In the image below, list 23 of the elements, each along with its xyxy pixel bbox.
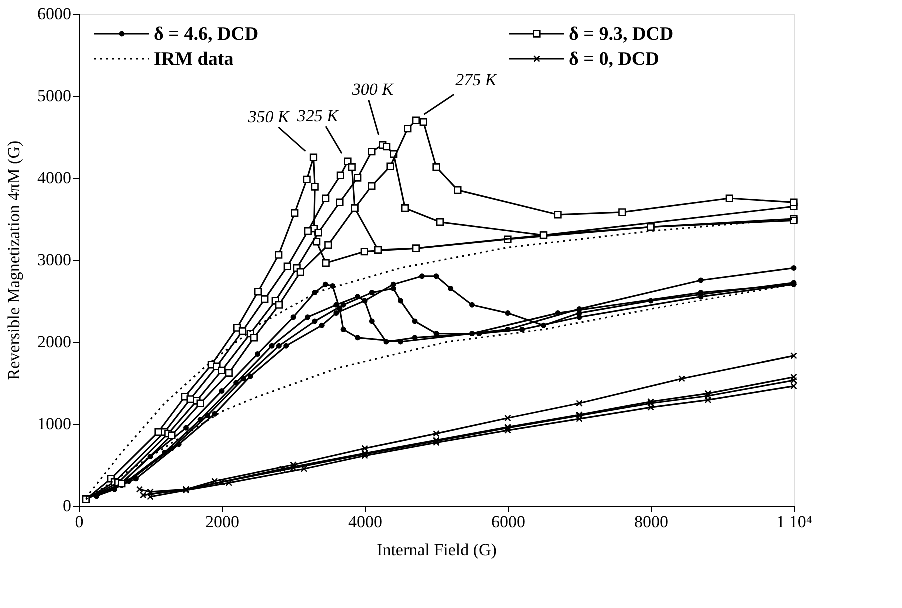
annotation: 300 K xyxy=(351,80,396,100)
x-tick-label: 2000 xyxy=(206,512,240,532)
y-tick-label: 0 xyxy=(63,496,72,516)
x-tick-label: 6000 xyxy=(492,512,526,532)
y-tick-label: 2000 xyxy=(38,332,72,352)
y-tick-label: 6000 xyxy=(38,4,72,24)
x-axis-title: Internal Field (G) xyxy=(377,540,497,560)
annotation: 275 K xyxy=(456,70,498,90)
x-tick-label: 4000 xyxy=(348,512,382,532)
x-tick-label: 8000 xyxy=(634,512,668,532)
annotation: 350 K xyxy=(247,108,291,126)
y-tick-label: 1000 xyxy=(38,414,72,434)
y-tick-label: 4000 xyxy=(38,168,72,188)
legend-label: δ = 4.6, DCD xyxy=(154,24,259,45)
x-tick-label: 1 10⁴ xyxy=(776,512,812,532)
x-tick-label: 0 xyxy=(75,512,84,532)
y-axis-title: Reversible Magnetization 4πM (G) xyxy=(4,140,24,380)
y-tick-label: 3000 xyxy=(38,250,72,270)
y-tick-label: 5000 xyxy=(38,86,72,106)
legend-label: δ = 9.3, DCD xyxy=(569,24,674,45)
legend-label: δ = 0, DCD xyxy=(569,49,660,70)
annotation: 325 K xyxy=(296,106,340,126)
legend-label: IRM data xyxy=(154,49,234,70)
